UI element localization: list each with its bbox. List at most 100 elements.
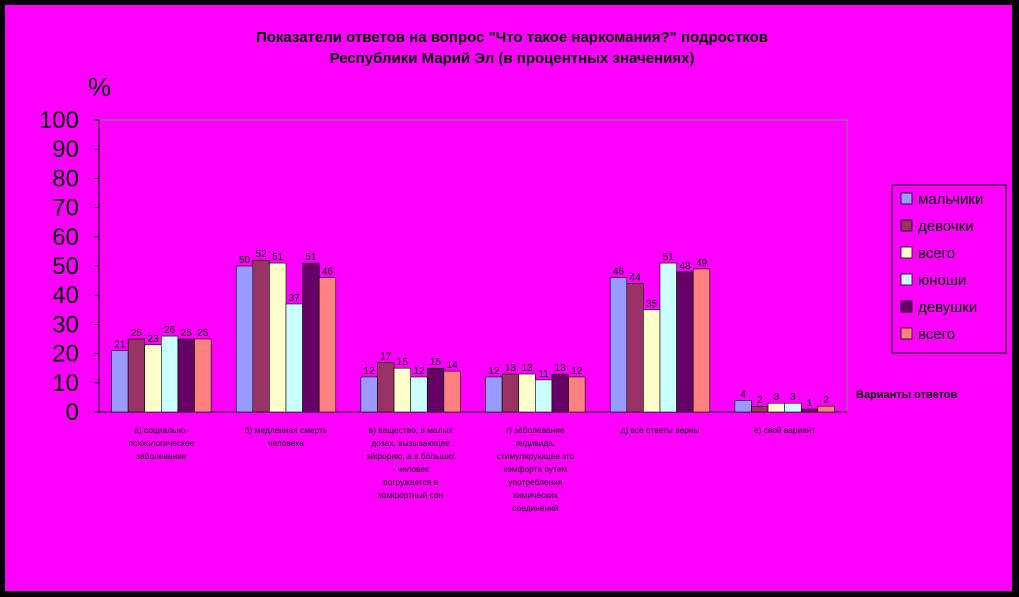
data-label: 26 [164,325,176,336]
bar [377,362,395,413]
data-label: 37 [289,293,301,304]
legend-label: всего [918,326,955,343]
data-label: 51 [305,252,317,263]
bar [302,262,320,413]
data-label: 25 [181,328,193,339]
chart-frame: Показатели ответов на вопрос "Что такое … [5,5,1012,591]
chart-svg: Показатели ответов на вопрос "Что такое … [39,29,1007,513]
data-label: 2 [757,395,763,406]
bar [518,373,536,413]
bar [235,265,254,413]
chart-title-line-2: Республики Марий Эл (в процентных значен… [330,50,695,67]
data-label: 1 [807,398,813,409]
category-label: б) медленная смерть [245,425,328,435]
bar [568,376,586,413]
bar [485,376,503,413]
category-label: е) свой вариант [754,425,816,435]
category-label: заболевание [136,451,187,461]
data-label: 51 [272,252,284,263]
category-label: соединений [512,503,559,513]
category-label: стимулирующее эго [497,451,575,461]
bar [767,402,785,413]
category-label: употребления [508,477,562,487]
legend-label: девушки [918,299,977,316]
bar [443,370,461,413]
bar [734,400,752,413]
data-label: 23 [147,334,159,345]
legend-swatch [900,300,913,313]
category-label: в) вещество, в малых [369,425,454,435]
legend-label: всего [918,245,955,262]
bar [800,408,819,413]
data-label: 4 [740,389,746,400]
y-tick-label: 10 [52,370,79,397]
data-label: 13 [555,363,567,374]
y-tick-label: 90 [52,136,79,163]
data-label: 44 [630,273,642,284]
data-label: 3 [774,392,780,403]
bar [127,338,146,413]
bar [360,376,378,413]
legend-label: мальчики [918,191,983,208]
data-label: 52 [256,249,268,260]
category-label: индивида, [515,438,555,448]
legend-swatch [900,219,913,232]
chart-title-line-1: Показатели ответов на вопрос "Что такое … [256,29,768,46]
bar [194,338,212,413]
bar-group [111,259,835,413]
data-label: 3 [790,392,796,403]
bar [676,271,694,413]
data-label: 15 [430,357,442,368]
bar [692,268,711,413]
data-label: 35 [646,299,658,310]
bar [111,350,129,413]
y-axis-label: % [88,72,111,102]
category-label: человека [268,438,304,448]
data-label: 12 [413,366,425,377]
category-label: комфортный сон [378,490,444,500]
bar [535,379,553,413]
bar [393,367,411,413]
category-label: эйфорию, а в больших [366,451,455,461]
bar [269,262,287,413]
data-label: 17 [380,351,392,362]
data-label: 46 [322,267,334,278]
bar [252,259,270,413]
x-axis-label: Варианты ответов [856,389,958,401]
legend-label: юноши [918,272,966,289]
data-label: 11 [538,369,549,380]
category-label: комфорта путем [503,464,567,474]
data-label: 50 [239,255,251,266]
legend-swatch [900,327,913,340]
data-label: 12 [364,366,376,377]
y-tick-label: 50 [52,253,79,280]
y-tick-label: 100 [39,107,79,134]
y-tick-label: 60 [52,224,79,251]
bar [643,309,661,413]
y-tick-label: 70 [52,195,79,222]
category-label: психологическое [129,438,195,448]
plot-area [98,119,848,413]
bar [144,344,162,413]
y-tick-label: 80 [52,165,79,192]
data-label: 12 [488,366,500,377]
data-label: 51 [663,252,675,263]
legend-label: девочки [918,218,974,235]
category-label: химических [513,490,559,500]
category-label: д) все ответы верны [620,425,699,435]
bar [161,335,179,413]
data-label: 25 [197,328,209,339]
legend: мальчики девочки всего юноши девушки всего [900,191,983,343]
legend-swatch [900,273,913,286]
data-label: 2 [823,395,829,406]
data-label: 14 [447,360,459,371]
bar [609,277,628,413]
bar [784,402,802,413]
category-label: а) социально- [134,425,188,435]
category-label: г) заболевание [506,425,565,435]
data-label: 15 [397,357,409,368]
bar [751,405,769,413]
bar [817,405,835,413]
